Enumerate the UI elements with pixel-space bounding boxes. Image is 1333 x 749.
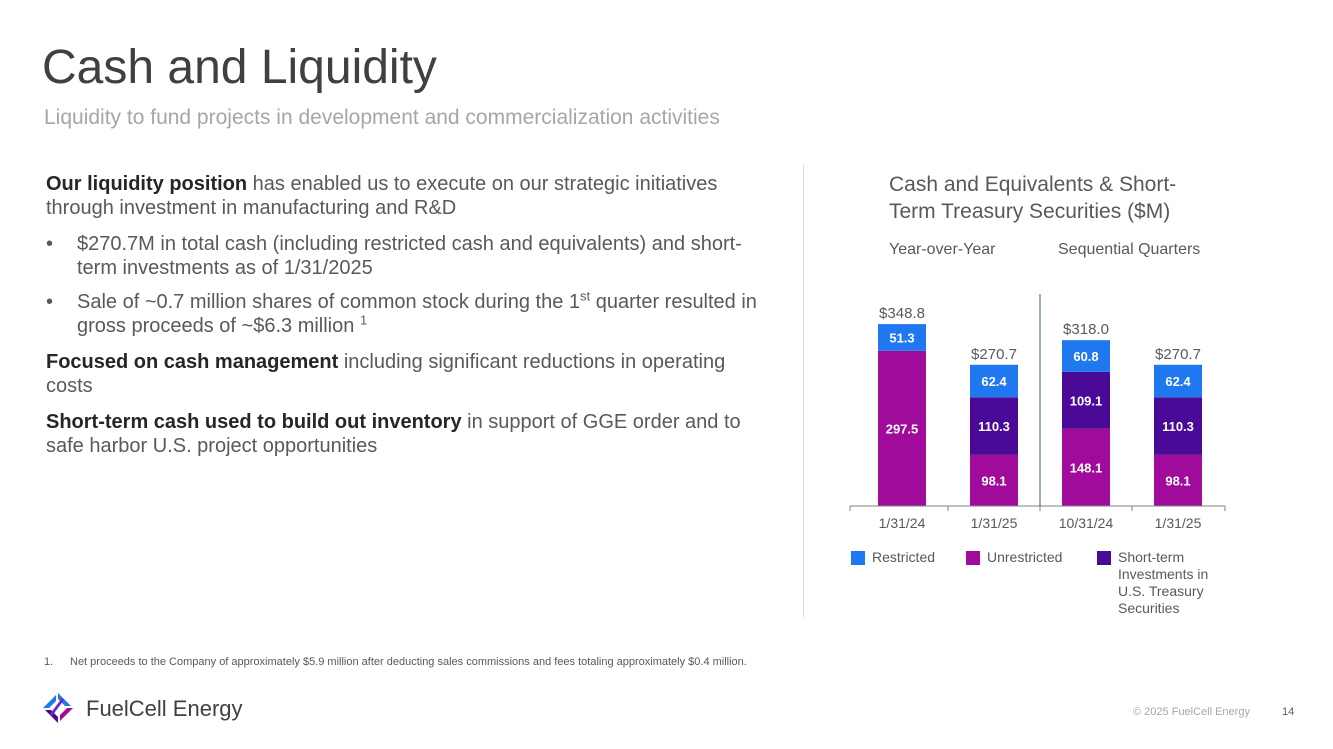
bullet-text: $270.7M in total cash (including restric… [77,233,742,279]
paragraph-cash-management-text: including significant reductions in oper… [46,351,726,397]
legend-label-short-term: Short-term Investments in U.S. Treasury … [1118,549,1209,616]
column-divider [803,165,804,617]
data-label: 62.4 [981,374,1007,389]
data-label: 110.3 [978,419,1010,434]
paragraph-liquidity-bold: Our liquidity position [46,173,248,195]
content-column: Our liquidity position has enabled us to… [46,172,776,470]
total-label: $270.7 [1155,346,1201,363]
data-label: 51.3 [889,330,914,345]
page-title: Cash and Liquidity [42,41,437,94]
page-subtitle: Liquidity to fund projects in developmen… [44,106,720,129]
bullet-list: • $270.7M in total cash (including restr… [46,232,776,338]
bar-shortterm [970,397,1018,455]
x-tick-label: 10/31/24 [1059,515,1114,531]
bullet-text-pre: Sale of ~0.7 million shares of common st… [77,291,581,313]
bar-unrestricted [1062,428,1110,506]
legend-item-short-term: Short-term Investments in U.S. Treasury … [1097,549,1215,617]
data-label: 148.1 [1070,460,1103,475]
x-tick-label: 1/31/24 [879,515,926,531]
data-label: 62.4 [1165,374,1191,389]
legend-item-unrestricted: Unrestricted [966,549,1062,566]
paragraph-cash-management: Focused on cash management including sig… [46,350,776,398]
total-label: $270.7 [971,346,1017,363]
bar-unrestricted [878,350,926,506]
total-label: $318.0 [1063,321,1109,338]
stacked-bar-chart: 297.5 51.3 $348.8 1/31/24 98.1 110.3 62.4 $270.… [849,294,1226,531]
data-label: 109.1 [1070,393,1103,408]
bullet-text-post: quarter resulted in gross proceeds of ~$… [77,291,757,337]
legend-swatch-restricted [851,551,865,565]
paragraph-cash-management-bold: Focused on cash management [46,351,339,373]
logo-text: FuelCell Energy [86,696,243,721]
group-label-yoy: Year-over-Year [889,241,996,258]
legend-item-restricted: Restricted [851,549,935,566]
legend-swatch-unrestricted [966,551,980,565]
paragraph-inventory-text: in support of GGE order and to safe harb… [46,411,741,457]
paragraph-liquidity-text: has enabled us to execute on our strateg… [46,173,718,219]
data-label: 98.1 [1165,473,1190,488]
legend-label-restricted: Restricted [872,549,936,565]
superscript-st: st [580,288,591,304]
list-item: • Sale of ~0.7 million shares of common … [46,288,776,338]
data-label: 98.1 [981,473,1006,488]
bar-restricted [970,364,1018,398]
footnote-number: 1. [44,656,54,668]
page-number: 14 [1282,706,1295,718]
bar-shortterm [1062,371,1110,429]
data-label: 297.5 [886,421,919,436]
total-label: $348.8 [879,305,925,322]
bullet-mark: • [46,233,54,255]
bar-restricted [1154,364,1202,398]
paragraph-inventory: Short-term cash used to build out invent… [46,410,776,458]
chart-title: Cash and Equivalents & Short-Term Treasu… [889,173,1177,223]
copyright: © 2025 FuelCell Energy [1133,706,1250,718]
x-tick-label: 1/31/25 [1155,515,1202,531]
footnote: 1. Net proceeds to the Company of approxi… [44,656,747,668]
paragraph-liquidity: Our liquidity position has enabled us to… [46,172,776,220]
x-tick-label: 1/31/25 [971,515,1018,531]
bar-unrestricted [970,454,1018,506]
bar-restricted [1062,340,1110,372]
footnote-text: Net proceeds to the Company of approxima… [70,656,747,668]
legend-swatch-short-term [1097,551,1111,565]
bar-restricted [878,324,926,351]
data-label: 60.8 [1073,349,1098,364]
bar-shortterm [1154,397,1202,455]
data-label: 110.3 [1162,419,1194,434]
footnote-ref: 1 [359,312,368,328]
legend-label-unrestricted: Unrestricted [987,549,1063,565]
fuelcell-logo-icon [43,693,73,723]
paragraph-inventory-bold: Short-term cash used to build out invent… [46,411,462,433]
bullet-mark: • [46,291,54,313]
list-item: • $270.7M in total cash (including restr… [46,232,776,280]
bar-unrestricted [1154,454,1202,506]
group-label-sequential: Sequential Quarters [1058,241,1201,258]
